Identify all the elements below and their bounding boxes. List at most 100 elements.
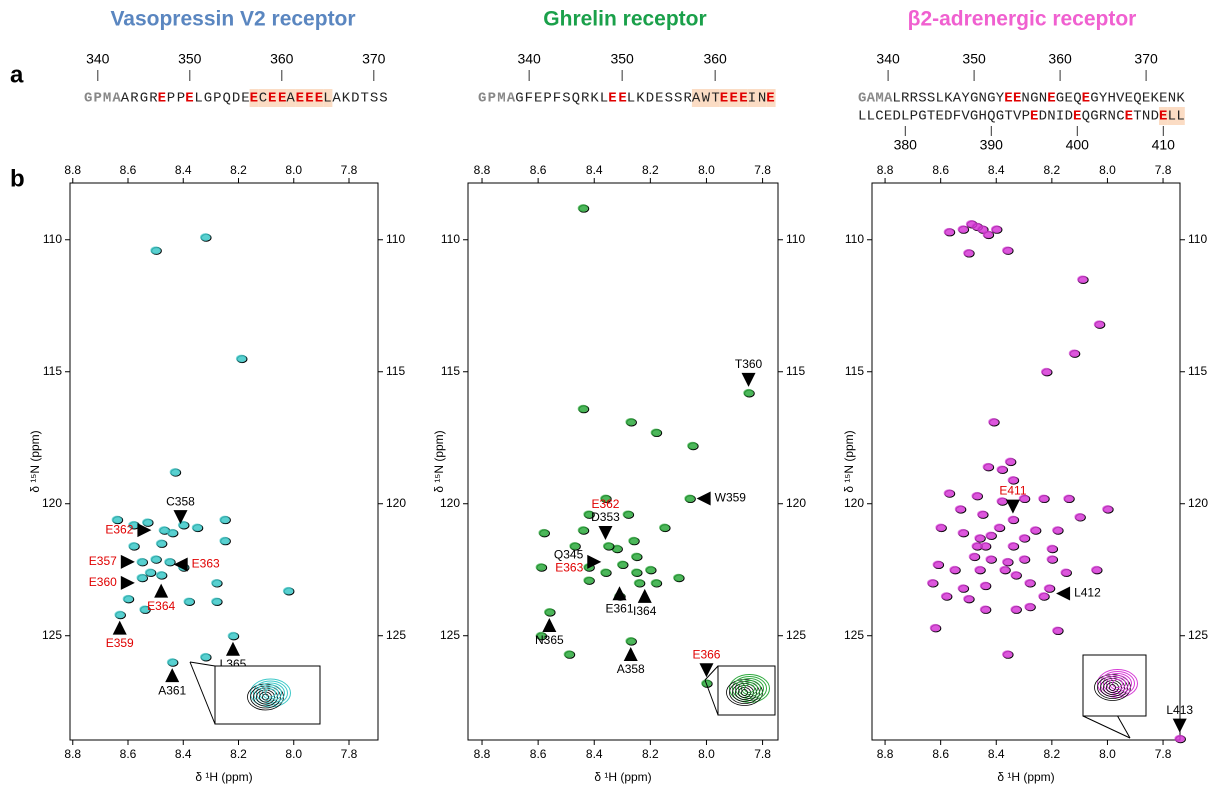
- peak-contour: [577, 526, 589, 535]
- peak: [650, 578, 663, 588]
- y-tick-label: 110: [386, 232, 405, 246]
- inset-contour: [256, 689, 275, 705]
- peak-contour: [957, 225, 969, 234]
- x-tick-label: 8.8: [474, 163, 491, 177]
- peak-contour: [1174, 734, 1186, 743]
- annotation-label: I364: [633, 604, 657, 618]
- peak: [1024, 602, 1036, 612]
- annotation-label: C358: [166, 494, 195, 508]
- peak: [139, 605, 151, 614]
- peak-contour: [600, 494, 611, 503]
- peak: [141, 518, 154, 527]
- peak: [929, 623, 942, 633]
- sequence-segment: E: [1073, 109, 1081, 125]
- peak-contour: [949, 565, 960, 574]
- panel-label: a: [10, 61, 24, 88]
- inset-contour: [741, 689, 748, 696]
- sequence-segment: LKDESSR: [627, 91, 693, 107]
- peak-contour: [979, 542, 991, 550]
- annotation-arrow: [741, 372, 756, 387]
- x-tick-label: 8.6: [120, 163, 137, 177]
- peak: [743, 388, 755, 398]
- peak-contour: [569, 542, 580, 550]
- peak-contour: [957, 528, 969, 537]
- peak-contour: [200, 233, 211, 242]
- y-tick-label: 120: [1188, 496, 1208, 510]
- x-tick-label: 8.2: [1044, 747, 1061, 761]
- peak: [602, 542, 615, 551]
- sequence-segment: AWT: [692, 91, 720, 107]
- peak: [183, 597, 195, 607]
- panel-label: b: [10, 165, 25, 192]
- peak: [1018, 494, 1031, 504]
- peak-contour: [974, 534, 985, 543]
- peak: [600, 494, 612, 504]
- peak: [577, 404, 590, 414]
- peak-contour: [128, 542, 139, 550]
- peak: [993, 523, 1006, 533]
- peak-contour: [183, 597, 195, 606]
- y-axis-label: δ ¹⁵N (ppm): [432, 430, 446, 492]
- peak-contour: [954, 505, 966, 513]
- peak-contour: [650, 578, 662, 587]
- peak-contour: [1068, 349, 1080, 358]
- peak: [996, 465, 1009, 475]
- x-tick-label: 8.4: [988, 747, 1005, 761]
- sequence-segment: E: [1125, 109, 1133, 125]
- peak-contour: [979, 605, 991, 614]
- peak: [633, 578, 646, 588]
- annotation-label: E363: [555, 560, 583, 574]
- peak-contour: [1102, 505, 1113, 513]
- peak-contour: [985, 531, 997, 540]
- y-tick-label: 110: [43, 232, 62, 246]
- sequence-segment: GPMA: [84, 91, 121, 107]
- x-tick-label: 8.2: [642, 747, 659, 761]
- sequence-highlight: [268, 89, 287, 107]
- x-tick-label: 8.0: [1099, 163, 1116, 177]
- peak: [1102, 505, 1114, 514]
- peak-contour: [166, 528, 178, 537]
- sequence-segment: E: [250, 91, 258, 107]
- peak: [1043, 584, 1056, 593]
- sequence-tick-label: 340: [517, 51, 541, 67]
- peak: [982, 462, 995, 472]
- peak-contour: [191, 523, 203, 532]
- peak: [164, 557, 176, 567]
- peak-contour: [630, 568, 642, 577]
- peak: [1007, 542, 1020, 551]
- y-tick-label: 120: [786, 496, 806, 510]
- x-tick-label: 8.0: [698, 747, 715, 761]
- peak-contour: [622, 510, 634, 519]
- peak: [1007, 476, 1020, 485]
- peak-contour: [600, 568, 611, 577]
- peak: [200, 652, 212, 662]
- inset-contour: [738, 680, 761, 697]
- peak-contour: [996, 465, 1008, 474]
- peak-contour: [968, 552, 980, 561]
- annotation-label: W359: [715, 491, 747, 505]
- sequence-segment: EE: [608, 91, 627, 107]
- peak-contour: [150, 246, 161, 255]
- peak-contour: [977, 510, 988, 519]
- x-axis-label: δ ¹H (ppm): [594, 770, 651, 784]
- sequence-segment: E: [1082, 91, 1090, 107]
- inset-connector: [1082, 715, 1131, 739]
- inset-contour: [259, 684, 282, 702]
- annotation-arrow: [1005, 499, 1020, 514]
- inset-connector: [189, 661, 216, 667]
- peak: [616, 560, 629, 570]
- peak: [577, 204, 590, 213]
- peak: [1040, 367, 1053, 377]
- peak-contour: [990, 225, 1002, 234]
- annotation-label: L413: [1166, 703, 1193, 717]
- peak-contour: [1007, 476, 1019, 484]
- peak: [235, 354, 248, 364]
- sequence-segment: GAMA: [858, 91, 893, 107]
- sequence-tick-label: 410: [1152, 137, 1176, 153]
- sequence-highlight: [286, 89, 296, 107]
- peak: [1018, 534, 1031, 543]
- x-tick-label: 7.8: [754, 163, 771, 177]
- peak: [940, 592, 953, 601]
- peak-contour: [935, 523, 947, 532]
- sequence-segment: TND: [1133, 109, 1159, 125]
